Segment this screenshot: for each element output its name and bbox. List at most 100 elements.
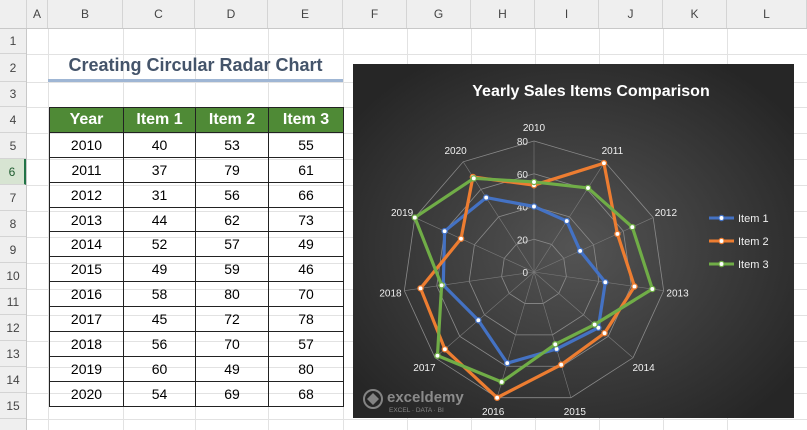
- data-point[interactable]: [482, 194, 490, 201]
- row-header-15[interactable]: 15: [0, 393, 26, 419]
- cell-year[interactable]: 2011: [49, 156, 124, 183]
- series-line[interactable]: [413, 176, 654, 384]
- data-point[interactable]: [470, 175, 478, 182]
- data-point[interactable]: [411, 214, 419, 221]
- cell-item-2[interactable]: 59: [195, 256, 269, 283]
- column-header-f[interactable]: F: [343, 0, 407, 28]
- row-header-3[interactable]: 3: [0, 82, 26, 107]
- cell-year[interactable]: 2013: [49, 206, 124, 233]
- cell-item-1[interactable]: 40: [123, 131, 196, 158]
- header-item-3[interactable]: Item 3: [268, 107, 344, 133]
- header-item-2[interactable]: Item 2: [195, 107, 269, 133]
- data-point[interactable]: [576, 247, 584, 255]
- data-point[interactable]: [438, 282, 445, 289]
- column-header-g[interactable]: G: [407, 0, 471, 28]
- cell-year[interactable]: 2016: [49, 281, 124, 308]
- cell-year[interactable]: 2015: [49, 256, 124, 283]
- column-header-a[interactable]: A: [27, 0, 48, 28]
- row-header-9[interactable]: 9: [0, 237, 26, 263]
- cell-item-3[interactable]: 49: [268, 231, 344, 258]
- cell-item-3[interactable]: 46: [268, 256, 344, 283]
- header-year[interactable]: Year: [49, 107, 124, 133]
- data-point[interactable]: [629, 223, 636, 231]
- data-point[interactable]: [557, 361, 565, 368]
- data-point[interactable]: [503, 359, 511, 367]
- cell-item-1[interactable]: 54: [123, 380, 196, 407]
- cell-item-1[interactable]: 45: [123, 306, 196, 333]
- column-header-j[interactable]: J: [599, 0, 663, 28]
- cell-item-1[interactable]: 37: [123, 156, 196, 183]
- row-header-8[interactable]: 8: [0, 211, 26, 237]
- cell-item-1[interactable]: 52: [123, 231, 196, 258]
- cell-item-1[interactable]: 60: [123, 355, 196, 382]
- series-line[interactable]: [418, 161, 637, 400]
- data-point[interactable]: [563, 217, 571, 225]
- row-header-6[interactable]: 6: [0, 159, 26, 185]
- column-header-i[interactable]: I: [535, 0, 599, 28]
- header-item-1[interactable]: Item 1: [123, 107, 196, 133]
- data-point[interactable]: [601, 329, 608, 337]
- cell-item-2[interactable]: 53: [195, 131, 269, 158]
- column-header-e[interactable]: E: [268, 0, 343, 28]
- column-header-h[interactable]: H: [471, 0, 535, 28]
- cell-year[interactable]: 2017: [49, 306, 124, 333]
- cell-year[interactable]: 2020: [49, 380, 124, 407]
- cell-item-1[interactable]: 58: [123, 281, 196, 308]
- data-point[interactable]: [530, 178, 538, 186]
- cell-item-3[interactable]: 73: [268, 206, 344, 233]
- legend-label[interactable]: Item 3: [738, 259, 769, 271]
- column-header-d[interactable]: D: [195, 0, 268, 28]
- cell-item-2[interactable]: 56: [195, 181, 269, 208]
- row-header-5[interactable]: 5: [0, 133, 26, 159]
- cell-item-1[interactable]: 49: [123, 256, 196, 283]
- cell-item-2[interactable]: 49: [195, 355, 269, 382]
- data-point[interactable]: [631, 283, 638, 290]
- data-point[interactable]: [530, 203, 538, 210]
- cell-year[interactable]: 2010: [49, 131, 124, 158]
- cell-item-3[interactable]: 80: [268, 355, 344, 382]
- cell-item-2[interactable]: 70: [195, 331, 269, 357]
- data-point[interactable]: [649, 285, 656, 293]
- data-point[interactable]: [591, 321, 598, 328]
- cell-item-3[interactable]: 66: [268, 181, 344, 208]
- column-header-l[interactable]: L: [727, 0, 807, 28]
- data-point[interactable]: [434, 352, 441, 359]
- data-point[interactable]: [551, 341, 559, 348]
- data-point[interactable]: [600, 159, 608, 167]
- data-point[interactable]: [493, 394, 501, 401]
- row-header-14[interactable]: 14: [0, 367, 26, 393]
- cell-item-1[interactable]: 56: [123, 331, 196, 357]
- row-header-11[interactable]: 11: [0, 289, 26, 315]
- cell-item-3[interactable]: 78: [268, 306, 344, 333]
- data-point[interactable]: [602, 279, 609, 286]
- column-header-k[interactable]: K: [663, 0, 727, 28]
- row-header-2[interactable]: 2: [0, 54, 26, 82]
- cell-item-3[interactable]: 70: [268, 281, 344, 308]
- select-all-corner[interactable]: [0, 0, 27, 28]
- cell-item-2[interactable]: 72: [195, 306, 269, 333]
- row-header-7[interactable]: 7: [0, 185, 26, 211]
- row-header-12[interactable]: 12: [0, 315, 26, 341]
- legend-label[interactable]: Item 2: [738, 236, 769, 248]
- data-point[interactable]: [441, 227, 448, 235]
- cell-item-3[interactable]: 57: [268, 331, 344, 357]
- cell-item-1[interactable]: 44: [123, 206, 196, 233]
- cell-item-1[interactable]: 31: [123, 181, 196, 208]
- data-point[interactable]: [498, 378, 505, 386]
- column-header-b[interactable]: B: [48, 0, 123, 28]
- row-header-1[interactable]: 1: [0, 29, 26, 54]
- cell-item-3[interactable]: 55: [268, 131, 344, 158]
- row-header-13[interactable]: 13: [0, 341, 26, 367]
- cell-item-2[interactable]: 62: [195, 206, 269, 233]
- data-point[interactable]: [475, 317, 482, 324]
- column-header-c[interactable]: C: [123, 0, 195, 28]
- cell-year[interactable]: 2019: [49, 355, 124, 382]
- data-point[interactable]: [441, 345, 449, 353]
- data-point[interactable]: [457, 235, 465, 242]
- radar-chart[interactable]: Yearly Sales Items Comparison 020406080 …: [353, 64, 794, 418]
- cell-year[interactable]: 2012: [49, 181, 124, 208]
- cell-item-2[interactable]: 80: [195, 281, 269, 308]
- data-point[interactable]: [584, 184, 592, 192]
- cell-item-3[interactable]: 68: [268, 380, 344, 407]
- data-point[interactable]: [417, 285, 424, 292]
